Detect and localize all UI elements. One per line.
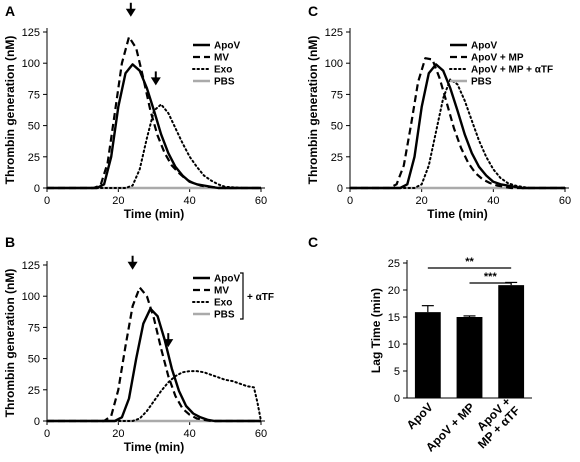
x-category-label: ApoV xyxy=(404,400,436,432)
y-tick-label: 125 xyxy=(22,27,40,39)
series-line-apov xyxy=(47,307,261,423)
bar xyxy=(414,312,441,398)
y-tick-label: 75 xyxy=(28,89,40,101)
y-tick-label: 20 xyxy=(388,285,400,297)
legend-label: ApoV xyxy=(214,41,240,52)
x-tick-label: 60 xyxy=(559,195,571,207)
legend-label: MV xyxy=(214,53,229,64)
legend-label: ApoV + MP xyxy=(471,53,524,64)
x-tick-label: 60 xyxy=(255,195,267,207)
y-tick-label: 75 xyxy=(28,322,40,334)
legend-bracket xyxy=(240,272,244,320)
legend-label: Exo xyxy=(214,298,232,309)
y-tick-label: 125 xyxy=(22,260,40,272)
x-tick-label: 20 xyxy=(112,428,124,440)
y-tick-label: 100 xyxy=(22,58,40,70)
y-axis-title: Thrombin generation (nM) xyxy=(306,36,320,185)
x-tick-label: 0 xyxy=(44,428,50,440)
x-tick-label: 0 xyxy=(347,195,353,207)
series-line-apov-mp xyxy=(350,57,565,190)
y-tick-label: 50 xyxy=(331,121,343,133)
panel-label: B xyxy=(5,234,15,250)
y-tick-label: 100 xyxy=(325,58,343,70)
legend-label: MV xyxy=(214,286,229,297)
x-tick-label: 0 xyxy=(44,195,50,207)
arrow-head xyxy=(127,261,138,270)
x-axis-title: Time (min) xyxy=(124,207,184,221)
x-category-line: ApoV xyxy=(404,400,436,432)
series-line-apov xyxy=(350,63,565,190)
panel-label: A xyxy=(5,3,15,19)
significance-label: *** xyxy=(484,271,498,283)
y-tick-label: 15 xyxy=(388,312,400,324)
y-tick-label: 10 xyxy=(388,339,400,351)
panel-label: C xyxy=(308,3,318,19)
legend-bracket-label: + αTF xyxy=(247,292,274,303)
y-tick-label: 5 xyxy=(394,366,400,378)
x-tick-label: 40 xyxy=(184,428,196,440)
y-tick-label: 50 xyxy=(28,354,40,366)
bar xyxy=(456,317,483,398)
legend-label: Exo xyxy=(214,65,232,76)
x-category-label: ApoV +MP + αTF xyxy=(466,394,523,451)
x-axis-title: Time (min) xyxy=(427,207,487,221)
y-tick-label: 125 xyxy=(325,27,343,39)
x-tick-label: 20 xyxy=(416,195,428,207)
y-tick-label: 25 xyxy=(331,152,343,164)
x-tick-label: 20 xyxy=(112,195,124,207)
y-tick-label: 25 xyxy=(388,258,400,270)
legend-label: ApoV xyxy=(471,41,497,52)
series-line-exo xyxy=(46,103,262,189)
series-line-mv xyxy=(47,286,261,423)
x-tick-label: 40 xyxy=(184,195,196,207)
arrow-head xyxy=(150,77,161,86)
y-tick-label: 50 xyxy=(28,121,40,133)
legend-label: PBS xyxy=(214,77,235,88)
legend-label: PBS xyxy=(471,77,492,88)
y-tick-label: 100 xyxy=(22,291,40,303)
series-line-exo xyxy=(46,370,262,422)
y-tick-label: 25 xyxy=(28,385,40,397)
x-axis-title: Time (min) xyxy=(124,440,184,454)
series-line-apov-mp-tf xyxy=(349,78,566,189)
legend-label: PBS xyxy=(214,310,235,321)
y-tick-label: 0 xyxy=(34,183,40,195)
y-tick-label: 0 xyxy=(34,416,40,428)
y-axis-title: Lag Time (min) xyxy=(369,288,383,373)
panel-label: C xyxy=(308,234,318,250)
legend-label: ApoV xyxy=(214,274,240,285)
y-tick-label: 0 xyxy=(337,183,343,195)
y-tick-label: 25 xyxy=(28,152,40,164)
arrow-head xyxy=(163,339,174,348)
y-tick-label: 0 xyxy=(394,393,400,405)
x-tick-label: 60 xyxy=(255,428,267,440)
legend-label: ApoV + MP + αTF xyxy=(471,65,553,76)
arrow-head xyxy=(125,8,136,17)
x-tick-label: 40 xyxy=(487,195,499,207)
significance-label: ** xyxy=(465,256,474,268)
bar xyxy=(498,285,525,398)
y-axis-title: Thrombin generation (nM) xyxy=(3,269,17,418)
y-axis-title: Thrombin generation (nM) xyxy=(3,36,17,185)
y-tick-label: 75 xyxy=(331,89,343,101)
series-line-mv xyxy=(47,35,261,190)
